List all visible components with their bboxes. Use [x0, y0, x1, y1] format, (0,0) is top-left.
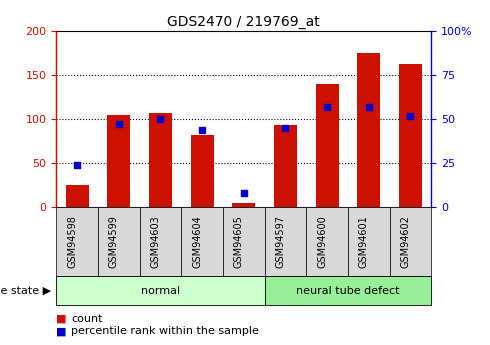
- Text: ■: ■: [56, 326, 67, 336]
- Text: neural tube defect: neural tube defect: [296, 286, 400, 296]
- Text: disease state ▶: disease state ▶: [0, 286, 51, 296]
- Bar: [107, 115, 130, 207]
- Point: [365, 104, 372, 109]
- Point: [115, 121, 122, 127]
- Bar: [149, 113, 172, 207]
- Text: GSM94605: GSM94605: [234, 215, 244, 268]
- Bar: [66, 185, 89, 207]
- Bar: [274, 125, 297, 207]
- Text: GSM94599: GSM94599: [109, 215, 119, 268]
- Text: GSM94604: GSM94604: [192, 215, 202, 268]
- Bar: [316, 84, 339, 207]
- Point: [240, 190, 247, 196]
- Bar: [357, 53, 380, 207]
- Point: [323, 104, 331, 109]
- Text: percentile rank within the sample: percentile rank within the sample: [71, 326, 259, 336]
- Point: [406, 113, 414, 118]
- Title: GDS2470 / 219769_at: GDS2470 / 219769_at: [168, 14, 320, 29]
- Text: GSM94597: GSM94597: [275, 215, 285, 268]
- Bar: [399, 63, 422, 207]
- Point: [198, 127, 206, 132]
- Point: [74, 162, 81, 168]
- Text: GSM94602: GSM94602: [400, 215, 411, 268]
- Text: normal: normal: [141, 286, 180, 296]
- Text: GSM94598: GSM94598: [67, 215, 77, 268]
- Text: ■: ■: [56, 314, 67, 324]
- Text: GSM94601: GSM94601: [359, 215, 369, 268]
- Bar: [232, 203, 255, 207]
- Text: GSM94603: GSM94603: [150, 215, 161, 268]
- Bar: [191, 135, 214, 207]
- Point: [156, 116, 164, 122]
- Text: count: count: [71, 314, 102, 324]
- Text: GSM94600: GSM94600: [317, 215, 327, 268]
- Point: [281, 125, 289, 130]
